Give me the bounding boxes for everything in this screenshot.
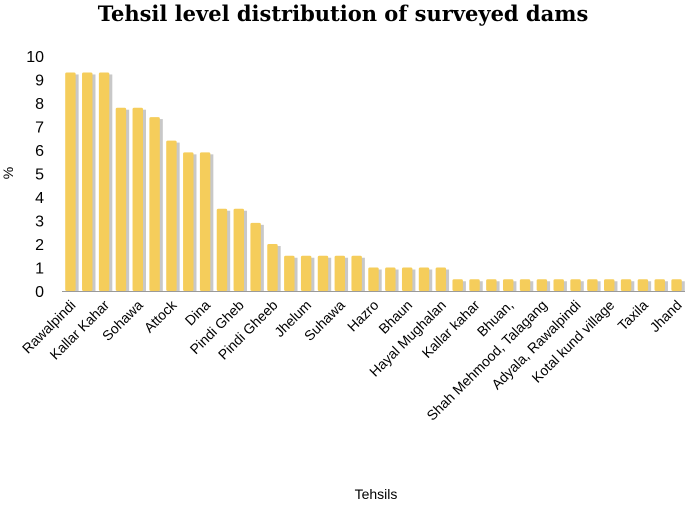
bar-fill: [317, 255, 329, 291]
bar-fill: [334, 255, 346, 291]
bar-fill: [216, 208, 228, 291]
bar: [199, 152, 214, 291]
bar: [553, 279, 567, 291]
bar-fill: [385, 267, 396, 291]
bar-fill: [284, 255, 295, 291]
y-tick-label: 8: [35, 96, 44, 113]
bar-fill: [536, 279, 548, 291]
bar-fill: [469, 279, 480, 291]
bar: [385, 267, 399, 291]
bar: [435, 267, 450, 291]
bar: [317, 255, 332, 291]
bar-fill: [637, 279, 649, 291]
bar: [115, 107, 130, 291]
bar-fill: [233, 208, 245, 291]
bar-fill: [604, 279, 615, 291]
bar-fill: [570, 279, 581, 291]
bar-fill: [553, 279, 564, 291]
x-tick-label: Taxila: [614, 297, 651, 334]
bar: [351, 255, 365, 291]
bar: [587, 279, 601, 291]
bar-fill: [587, 279, 598, 291]
y-tick-label: 10: [26, 49, 44, 66]
bar: [334, 255, 349, 291]
y-axis: 0 1 2 3 4 5 6 7 8 9 10: [26, 49, 44, 301]
bar: [98, 72, 113, 291]
bar: [401, 267, 416, 291]
bar: [233, 208, 248, 291]
bar: [166, 140, 180, 291]
bar: [149, 117, 163, 291]
bar-fill: [115, 107, 127, 291]
y-tick-label: 1: [35, 261, 44, 278]
bar: [250, 222, 264, 291]
bar-fill: [519, 279, 531, 291]
bar-fill: [149, 117, 160, 291]
y-tick-label: 4: [35, 190, 44, 207]
bars: [65, 72, 685, 291]
y-tick-label: 2: [35, 237, 44, 254]
x-tick-label: Attock: [141, 296, 181, 336]
chart-title: Tehsil level distribution of surveyed da…: [98, 1, 589, 26]
bar-fill: [166, 140, 177, 291]
bar: [486, 279, 500, 291]
y-tick-label: 9: [35, 73, 44, 90]
bar-fill: [435, 267, 447, 291]
bar-fill: [300, 255, 312, 291]
bar: [82, 72, 96, 291]
y-tick-label: 5: [35, 167, 44, 184]
bar-fill: [199, 152, 211, 291]
bar-fill: [620, 279, 632, 291]
bar-fill: [452, 279, 463, 291]
bar: [65, 72, 79, 291]
y-tick-label: 6: [35, 143, 44, 160]
bar: [452, 279, 466, 291]
bar-fill: [267, 244, 278, 291]
bar: [519, 279, 534, 291]
bar-fill: [671, 279, 682, 291]
x-tick-label: Jhand: [646, 297, 684, 335]
x-axis-label: Tehsils: [355, 486, 398, 502]
bar-fill: [98, 72, 110, 291]
bar: [216, 208, 231, 291]
bar-fill: [82, 72, 93, 291]
bar-fill: [183, 152, 194, 291]
bar: [267, 244, 281, 291]
bar-fill: [502, 279, 514, 291]
bar-fill: [351, 255, 362, 291]
x-tick-label: Hazro: [344, 297, 382, 335]
bar: [604, 279, 618, 291]
bar: [637, 279, 652, 291]
bar-fill: [486, 279, 497, 291]
bar-fill: [132, 107, 143, 291]
y-axis-label: %: [0, 167, 16, 179]
y-tick-label: 0: [35, 284, 44, 301]
bar: [570, 279, 584, 291]
y-tick-label: 7: [35, 120, 44, 137]
bar-fill: [654, 279, 665, 291]
bar: [620, 279, 635, 291]
bar: [132, 107, 146, 291]
bar: [502, 279, 517, 291]
bar: [536, 279, 551, 291]
bar-fill: [250, 222, 261, 291]
bar: [368, 267, 382, 291]
bar-fill: [418, 267, 430, 291]
bar: [469, 279, 483, 291]
bar-fill: [368, 267, 379, 291]
bar-fill: [401, 267, 413, 291]
y-tick-label: 3: [35, 214, 44, 231]
bar: [671, 279, 685, 291]
bar: [418, 267, 433, 291]
bar-fill: [65, 72, 76, 291]
bar: [284, 255, 298, 291]
bar: [300, 255, 315, 291]
bar: [654, 279, 668, 291]
bar: [183, 152, 197, 291]
